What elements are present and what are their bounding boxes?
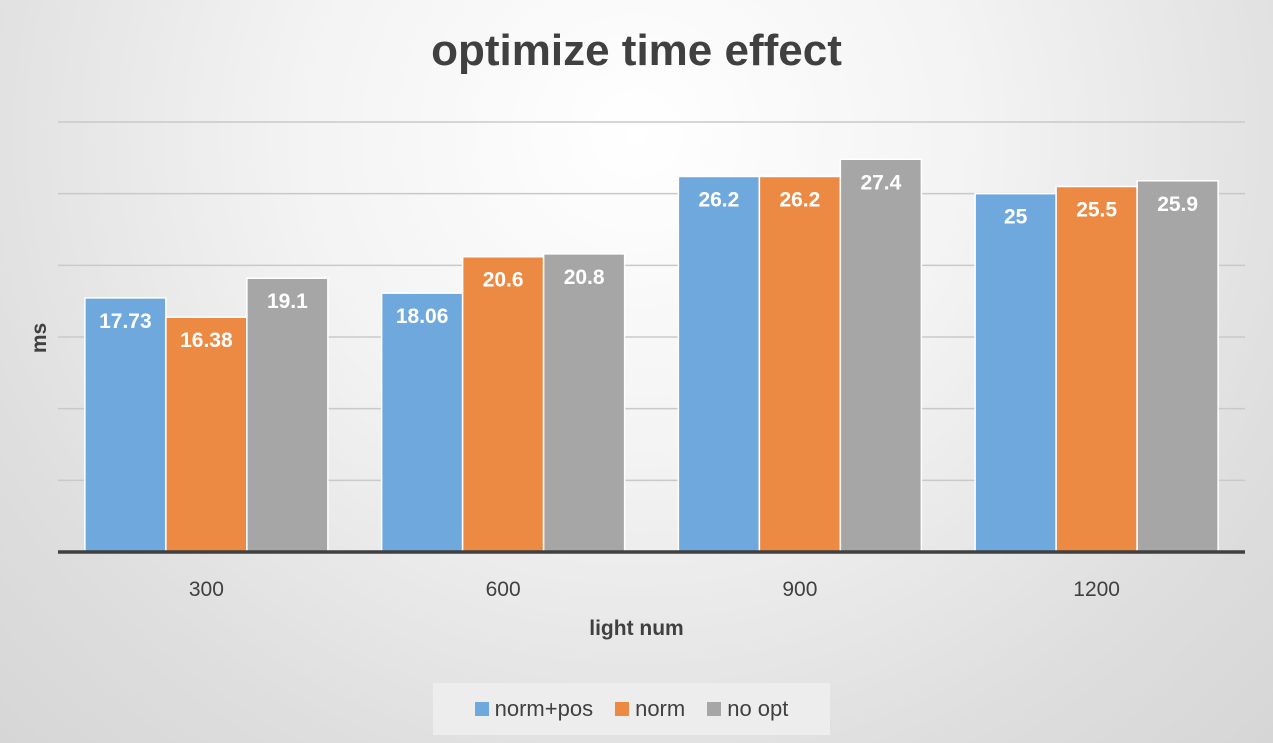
legend-label: no opt bbox=[727, 696, 789, 721]
legend: norm+pos norm no opt bbox=[433, 683, 830, 735]
x-axis-title: light num bbox=[589, 617, 684, 640]
data-label: 20.6 bbox=[483, 269, 524, 292]
data-label: 25.5 bbox=[1076, 199, 1117, 222]
data-label: 18.06 bbox=[396, 305, 449, 328]
legend-label: norm+pos bbox=[494, 696, 594, 721]
data-label: 25.9 bbox=[1157, 193, 1198, 216]
x-tick-label: 1200 bbox=[1073, 578, 1120, 601]
bar bbox=[1136, 180, 1219, 553]
legend-swatch bbox=[474, 702, 489, 716]
legend-swatch bbox=[615, 702, 630, 716]
data-label: 26.2 bbox=[698, 188, 739, 211]
data-label: 17.73 bbox=[99, 310, 152, 333]
bar bbox=[677, 175, 761, 553]
bar bbox=[165, 316, 248, 553]
legend-item: no opt bbox=[707, 696, 788, 722]
bar bbox=[1055, 185, 1138, 553]
bar bbox=[542, 253, 626, 553]
legend-item: norm+pos bbox=[474, 696, 594, 722]
bar bbox=[461, 255, 545, 553]
data-label: 27.4 bbox=[860, 171, 901, 194]
x-tick-label: 900 bbox=[782, 578, 817, 601]
bar bbox=[839, 158, 923, 553]
bar bbox=[974, 192, 1057, 553]
legend-swatch bbox=[707, 702, 722, 716]
data-label: 20.8 bbox=[564, 266, 605, 289]
bar bbox=[246, 277, 329, 553]
data-label: 25 bbox=[1004, 206, 1028, 229]
legend-label: norm bbox=[635, 696, 686, 721]
data-label: 19.1 bbox=[267, 290, 308, 313]
data-label: 26.2 bbox=[779, 188, 820, 211]
data-label: 16.38 bbox=[180, 329, 233, 352]
chart-title: optimize time effect bbox=[431, 26, 842, 75]
legend-item: norm bbox=[615, 696, 685, 722]
x-tick-label: 600 bbox=[486, 578, 521, 601]
bar bbox=[380, 292, 464, 553]
bar bbox=[84, 297, 167, 553]
x-tick-label: 300 bbox=[189, 578, 224, 601]
bar bbox=[758, 175, 842, 553]
